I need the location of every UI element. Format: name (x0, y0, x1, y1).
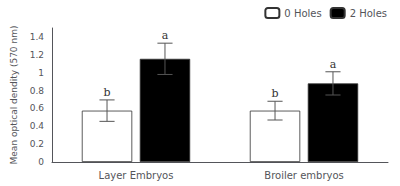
svg-text:0.8: 0.8 (30, 86, 45, 96)
svg-text:0.4: 0.4 (30, 121, 45, 131)
svg-text:Mean optical dendity (570 nm): Mean optical dendity (570 nm) (9, 26, 19, 165)
svg-text:0: 0 (38, 157, 44, 167)
svg-text:0.6: 0.6 (30, 103, 45, 113)
svg-text:Layer Embryos: Layer Embryos (99, 170, 174, 181)
svg-text:1.4: 1.4 (30, 32, 45, 42)
svg-text:2 Holes: 2 Holes (350, 8, 387, 19)
svg-text:0.2: 0.2 (30, 139, 44, 149)
svg-text:b: b (103, 86, 110, 99)
svg-text:b: b (271, 87, 278, 100)
svg-text:1.2: 1.2 (30, 50, 44, 60)
svg-text:Broiler embryos: Broiler embryos (264, 170, 343, 181)
svg-text:0 Holes: 0 Holes (284, 8, 321, 19)
svg-text:a: a (162, 29, 169, 42)
svg-text:1: 1 (38, 68, 44, 78)
svg-text:a: a (330, 58, 337, 71)
